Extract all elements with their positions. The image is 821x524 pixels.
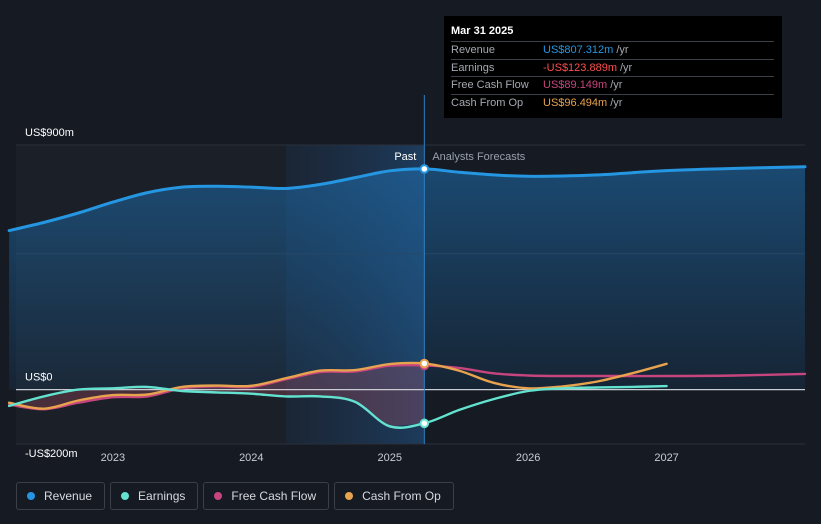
x-tick-label: 2023: [101, 452, 125, 464]
legend-item-earnings[interactable]: Earnings: [110, 482, 199, 510]
past-label: Past: [394, 151, 416, 163]
tooltip-row: Revenue US$807.312m/yr: [451, 41, 774, 59]
tooltip-row: Free Cash Flow US$89.149m/yr: [451, 76, 774, 94]
tooltip-row-label: Revenue: [451, 44, 496, 56]
y-axis-label: US$900m: [25, 127, 74, 139]
y-axis-label: US$0: [25, 372, 53, 384]
y-axis-labels: US$900m US$0 -US$200m: [25, 127, 78, 460]
x-tick-label: 2026: [516, 452, 540, 464]
revenue-area: [9, 166, 806, 390]
legend-label: Earnings: [138, 489, 186, 503]
legend: Revenue Earnings Free Cash Flow Cash From O…: [16, 482, 454, 510]
cfo-marker[interactable]: [419, 358, 430, 369]
earnings-cashflow-gap-fill: [9, 363, 425, 427]
y-axis-label: -US$200m: [25, 448, 78, 460]
x-tick-label: 2027: [654, 452, 678, 464]
legend-dot-icon: [214, 492, 223, 500]
x-tick-label: 2025: [377, 452, 401, 464]
legend-label: Free Cash Flow: [231, 489, 317, 503]
series-lines: [7, 165, 807, 429]
tooltip-row-unit: /yr: [616, 44, 629, 56]
revenue-marker[interactable]: [419, 164, 430, 174]
tooltip-row: Cash From Op US$96.494m/yr: [451, 93, 774, 112]
tooltip-row-value: US$807.312m: [543, 44, 614, 56]
tooltip-row: Earnings -US$123.889m/yr: [451, 58, 774, 77]
tooltip-row-unit: /yr: [610, 79, 623, 91]
tooltip: Mar 31 2025 Revenue US$807.312m/yr Earning…: [444, 16, 782, 118]
legend-label: Cash From Op: [362, 489, 441, 503]
legend-dot-icon: [27, 492, 35, 500]
earnings-marker[interactable]: [419, 418, 430, 429]
tooltip-row-unit: /yr: [610, 96, 623, 109]
legend-dot-icon: [345, 492, 354, 500]
earnings-line[interactable]: [7, 384, 668, 429]
tooltip-row-value: US$96.494m: [543, 96, 608, 109]
revenue-line[interactable]: [7, 165, 807, 233]
tooltip-row-value: -US$123.889m: [543, 61, 617, 74]
tooltip-date: Mar 31 2025: [451, 25, 514, 37]
x-axis-labels: 2023 2024 2025 2026 2027: [101, 452, 679, 464]
tooltip-row-label: Free Cash Flow: [451, 79, 529, 91]
legend-item-free-cash-flow[interactable]: Free Cash Flow: [203, 482, 330, 510]
divider-markers: [419, 164, 430, 429]
legend-item-cash-from-op[interactable]: Cash From Op: [334, 482, 454, 510]
tooltip-row-label: Earnings: [451, 61, 495, 74]
x-tick-label: 2024: [239, 452, 263, 464]
tooltip-row-label: Cash From Op: [451, 96, 524, 109]
legend-dot-icon: [121, 492, 130, 500]
legend-label: Revenue: [44, 489, 93, 503]
tooltip-row-unit: /yr: [620, 61, 633, 74]
cfo-line[interactable]: [7, 361, 668, 410]
tooltip-row-value: US$89.149m: [543, 79, 608, 91]
analysts-forecasts-label: Analysts Forecasts: [432, 151, 525, 163]
legend-item-revenue[interactable]: Revenue: [16, 482, 106, 510]
